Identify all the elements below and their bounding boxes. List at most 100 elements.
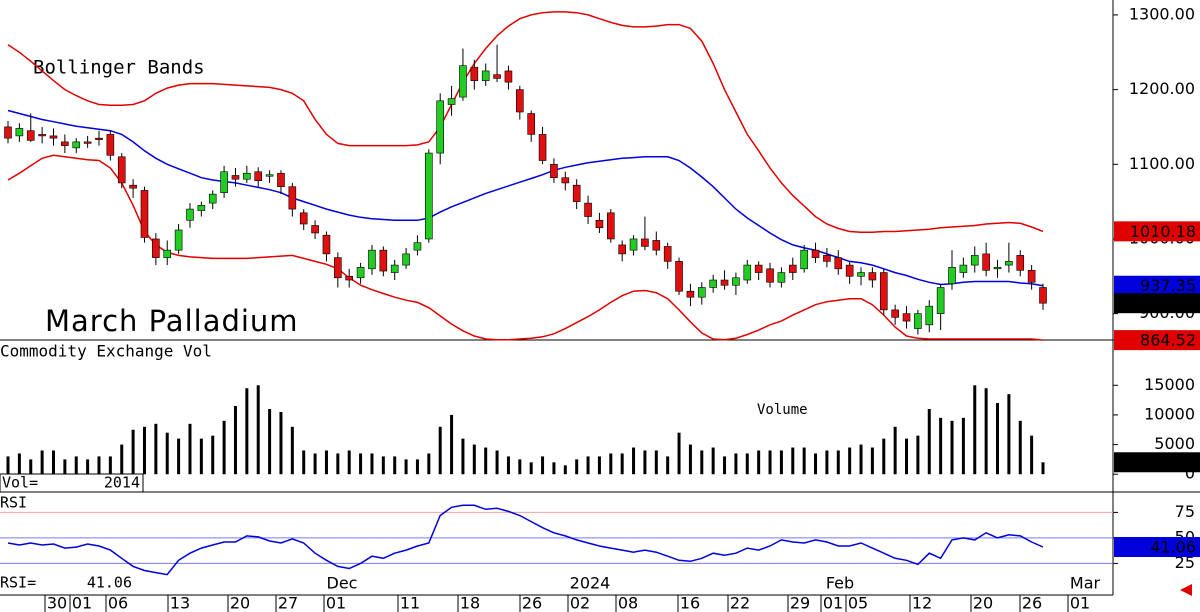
x-tick-label: 30: [47, 594, 67, 612]
x-tick-label: 06: [108, 594, 128, 612]
bar: [927, 408, 931, 475]
bar: [768, 450, 772, 475]
bar: [381, 456, 385, 475]
x-tick-label: 20: [973, 594, 993, 612]
candle-body: [72, 141, 81, 149]
y-tick-label: 0: [1185, 464, 1195, 483]
bar: [427, 453, 431, 475]
x-tick-label: 29: [790, 594, 810, 612]
candle-body: [152, 238, 160, 258]
scroll-arrow[interactable]: [1180, 584, 1192, 596]
candle-body: [413, 242, 422, 251]
candle-body: [106, 134, 115, 156]
candle-body: [618, 244, 626, 255]
candle-body: [117, 156, 126, 184]
candle-body: [243, 172, 251, 180]
candle-body: [993, 267, 1002, 270]
last-value-box: [1114, 275, 1200, 296]
bar: [870, 447, 874, 475]
bar: [1018, 420, 1022, 475]
candle-body: [891, 309, 899, 318]
bar: [450, 414, 454, 475]
candle-body: [800, 249, 808, 270]
x-month-label: Mar: [1070, 574, 1101, 593]
bar: [177, 438, 181, 475]
candle-body: [402, 253, 410, 266]
bar: [575, 459, 579, 475]
bar: [973, 385, 977, 475]
bar: [120, 444, 124, 475]
bar: [916, 435, 920, 475]
bar: [461, 438, 465, 475]
candle-body: [686, 290, 695, 298]
candle-body: [584, 202, 592, 217]
candle-body: [254, 171, 263, 182]
candle-body: [322, 234, 331, 255]
bar: [6, 456, 10, 475]
candle-body: [697, 287, 706, 298]
candle-body: [38, 134, 46, 137]
last-value-label: 914.00: [1140, 294, 1196, 313]
candle-body: [675, 261, 683, 292]
candle-body: [447, 98, 456, 105]
bar: [302, 450, 306, 475]
candle-body: [732, 277, 740, 286]
bar: [74, 456, 78, 475]
bar: [404, 459, 408, 475]
bar: [199, 438, 203, 475]
value-box: [0, 473, 144, 493]
bar: [63, 459, 67, 475]
candle-body: [163, 249, 172, 258]
bar: [609, 453, 613, 475]
x-tick-label: 11: [400, 594, 420, 612]
bar: [211, 435, 215, 475]
candle-body: [311, 225, 319, 234]
bar: [518, 459, 522, 475]
candle-body: [277, 172, 285, 187]
x-tick-label: 16: [680, 594, 700, 612]
candle-body: [663, 246, 672, 262]
candle-body: [925, 305, 934, 326]
candle-body: [902, 313, 911, 322]
y-tick-label: 1200.00: [1129, 79, 1195, 98]
line: [7, 154, 1044, 341]
x-tick-label: 26: [1022, 594, 1042, 612]
bar: [1007, 394, 1011, 475]
bar: [97, 456, 101, 475]
candle-body: [140, 190, 149, 238]
candle-body: [1027, 270, 1036, 283]
bar: [29, 459, 33, 475]
candle-body: [334, 257, 342, 279]
candle-body: [208, 193, 217, 204]
bar: [552, 462, 556, 475]
x-tick-label: 08: [618, 594, 638, 612]
bar: [734, 453, 738, 475]
x-month-label: 2024: [570, 574, 611, 593]
candle-body: [857, 272, 865, 277]
bar: [529, 462, 533, 475]
bar: [245, 388, 249, 475]
bar: [142, 426, 146, 475]
candle-body: [743, 264, 752, 281]
bar: [632, 447, 636, 475]
bar: [723, 456, 727, 475]
x-tick-label: 18: [460, 594, 480, 612]
bar: [950, 420, 954, 475]
bar: [495, 450, 499, 475]
candle-body: [914, 313, 922, 329]
y-tick-label: 15000: [1144, 375, 1195, 394]
bar: [415, 459, 419, 475]
last-value-box: [1114, 452, 1200, 473]
candle-body: [834, 257, 843, 270]
candle-body: [26, 130, 35, 141]
candle-body: [220, 171, 228, 193]
bar: [40, 450, 44, 475]
x-tick-label: 01: [326, 594, 346, 612]
bar: [802, 447, 806, 475]
candle-body: [766, 268, 774, 283]
last-value-box: [1114, 330, 1200, 351]
bar: [51, 450, 55, 475]
bar: [961, 417, 965, 475]
bar: [347, 450, 351, 475]
bar: [393, 456, 397, 475]
